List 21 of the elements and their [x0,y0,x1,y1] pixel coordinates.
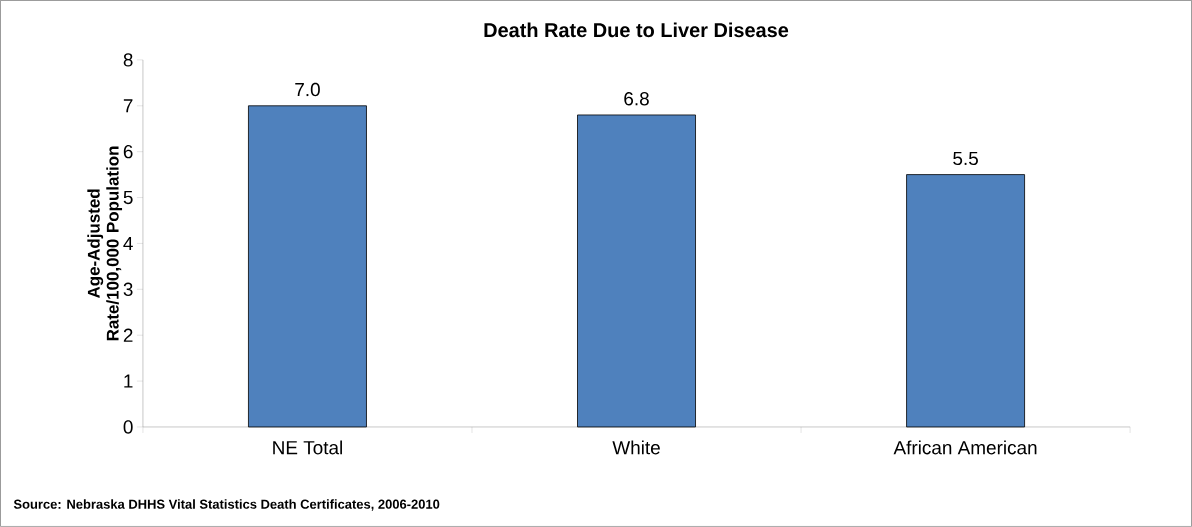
y-tick-label: 2 [123,328,133,342]
bar [906,174,1025,428]
x-tick-label: African American [893,440,1037,455]
bar [577,114,696,428]
y-tick-label: 6 [123,145,133,159]
data-label: 5.5 [953,151,978,166]
bar [248,105,367,428]
data-label: 7.0 [295,82,320,97]
y-tick-label: 0 [123,420,133,434]
source-note: Source: Nebraska DHHS Vital Statistics Death Certificates, 2006-2010 [13,499,440,511]
x-tick-label: NE Total [273,440,342,455]
y-tick-label: 1 [124,374,133,388]
y-tick-label: 4 [123,236,133,250]
y-tick-label: 8 [123,53,133,67]
chart-title: Death Rate Due to Liver Disease [484,22,789,38]
y-tick-label: 7 [123,99,133,113]
y-axis-title: Age-Adjusted Rate/100,000 Population [87,146,123,341]
data-label: 6.8 [624,92,649,106]
y-tick-label: 3 [123,282,133,297]
y-tick-label: 5 [123,191,133,205]
x-tick-label: White [612,440,660,455]
